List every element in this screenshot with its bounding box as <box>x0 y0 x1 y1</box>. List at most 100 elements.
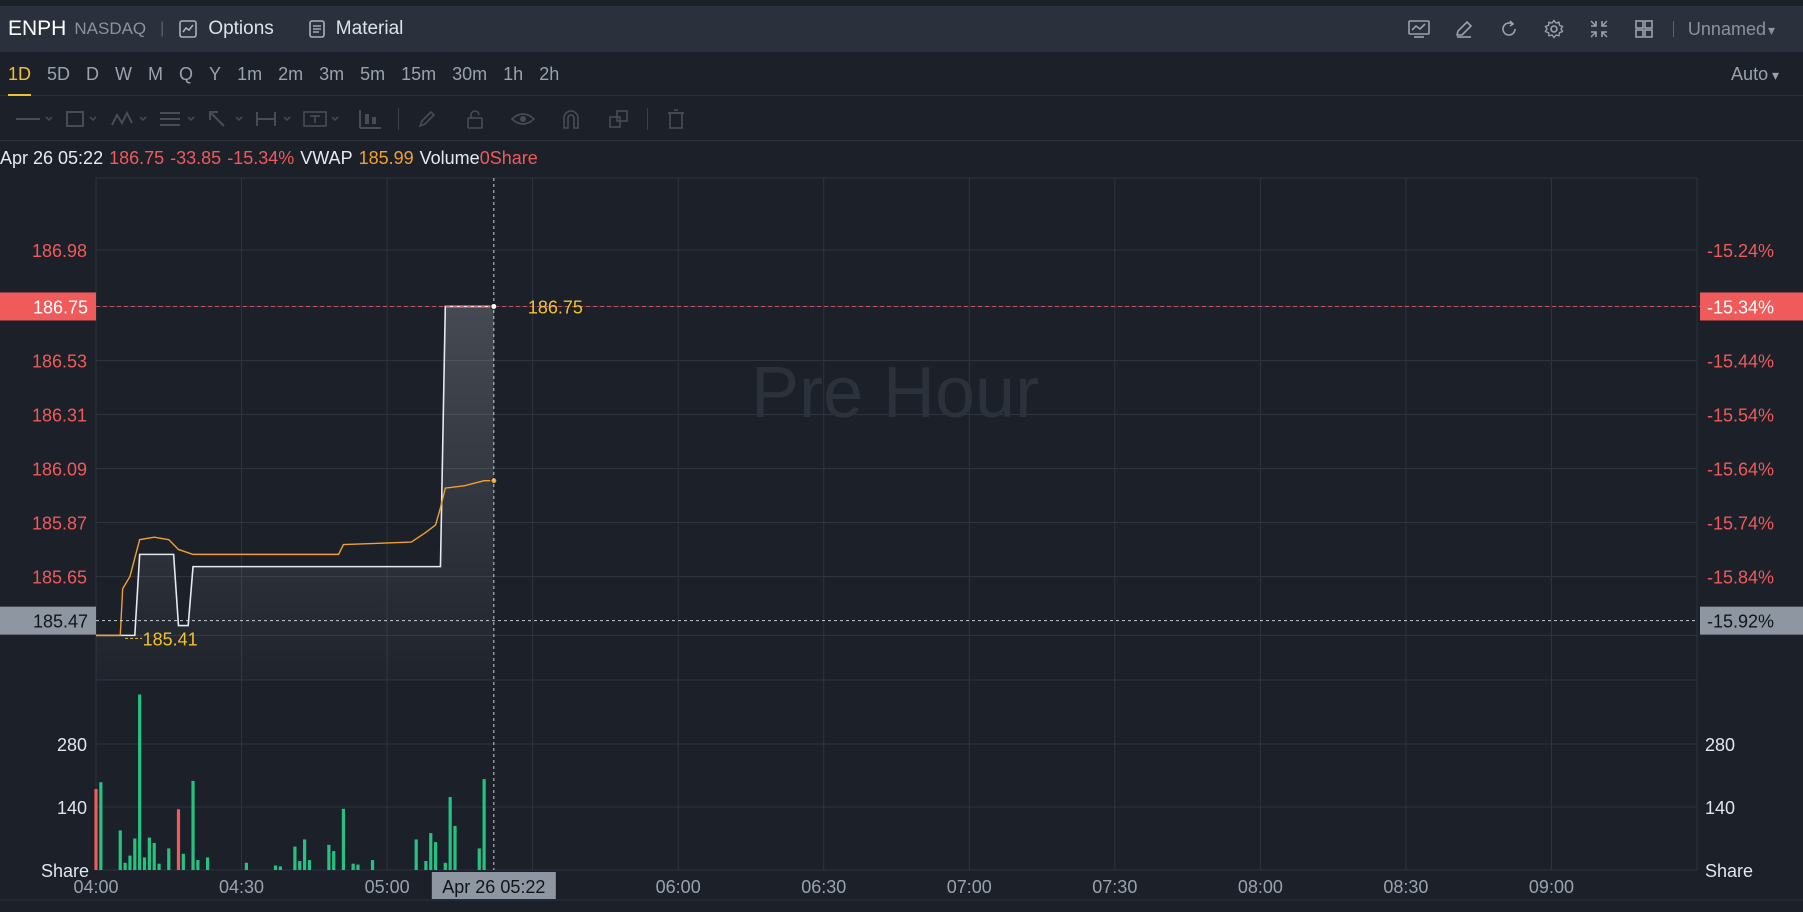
header-divider: | <box>160 20 165 37</box>
volume-bar <box>303 839 307 870</box>
draw-button[interactable] <box>1442 6 1487 52</box>
pattern-tool-button[interactable] <box>106 97 154 141</box>
refresh-icon <box>1502 20 1517 36</box>
top-right-tools: Unnamed <box>1397 6 1803 52</box>
volume-bar <box>191 780 195 870</box>
time-tick-label: 07:00 <box>947 877 992 897</box>
text-tool-button[interactable] <box>298 97 346 141</box>
last-price-badge <box>0 292 96 321</box>
volume-bar <box>482 779 486 870</box>
price-tick-label: 185.87 <box>32 513 87 533</box>
grid-layout-button[interactable] <box>1622 6 1667 52</box>
volume-bar <box>167 848 171 870</box>
scale-mode-dropdown[interactable]: Auto <box>1731 52 1779 96</box>
chart-indicator-icon <box>1408 20 1431 38</box>
arrow-tool-button[interactable] <box>202 97 250 141</box>
document-icon <box>308 20 325 38</box>
volume-bar <box>293 846 297 870</box>
period-tab-q[interactable]: Q <box>179 63 194 84</box>
period-tab-d[interactable]: D <box>86 63 100 84</box>
period-tab-m[interactable]: M <box>148 63 164 84</box>
period-tab-5m[interactable]: 5m <box>360 63 386 84</box>
plot-frame <box>95 177 1698 871</box>
period-tab-2h[interactable]: 2h <box>539 63 560 84</box>
line-icon <box>16 115 53 121</box>
fibonacci-tool-button[interactable] <box>154 97 202 141</box>
period-tab-2m[interactable]: 2m <box>278 63 304 84</box>
volume-bar <box>332 851 336 870</box>
period-tab-1m[interactable]: 1m <box>237 63 263 84</box>
toolbar-divider <box>1672 21 1674 37</box>
top-toolbar: ENPH NASDAQ | Options Material <box>0 6 1803 52</box>
layout-name-dropdown[interactable]: Unnamed <box>1688 19 1775 40</box>
settings-button[interactable] <box>1532 6 1577 52</box>
refresh-button[interactable] <box>1487 6 1532 52</box>
indicators-button[interactable] <box>1397 6 1442 52</box>
volume-bar <box>99 782 103 870</box>
crosshair-pct-badge <box>1700 606 1803 635</box>
toolbar-divider <box>398 107 399 130</box>
crosshair-info-line: Apr 26 05:22 186.75 -33.85 -15.34% VWAP 185.9… <box>0 148 544 170</box>
delete-drawings-button[interactable] <box>652 97 700 141</box>
lock-tool-button[interactable] <box>451 97 499 141</box>
toolbar-divider <box>647 107 648 130</box>
wave-pattern-icon <box>111 110 147 125</box>
options-label: Options <box>208 18 274 39</box>
range-icon <box>256 111 291 126</box>
exchange-label: NASDAQ <box>74 19 147 38</box>
volume-bar <box>341 808 346 870</box>
material-button[interactable]: Material <box>308 18 403 40</box>
volume-bar <box>94 789 98 870</box>
period-tab-1d[interactable]: 1D <box>8 52 32 96</box>
range-tool-button[interactable] <box>250 97 298 141</box>
time-tick-label: 08:30 <box>1383 877 1428 897</box>
period-tab-1h[interactable]: 1h <box>503 63 524 84</box>
volume-bar <box>176 809 181 870</box>
line-tool-button[interactable] <box>10 97 58 141</box>
visibility-tool-button[interactable] <box>499 97 547 141</box>
crosshair-overlay: 186.75 185.41 186.75 -15.34% 185.47 -15.92% Ap… <box>0 178 1803 899</box>
collapse-icon <box>1590 20 1608 38</box>
time-tick-label: 06:00 <box>656 877 701 897</box>
measure-tool-button[interactable] <box>346 97 394 141</box>
info-datetime: Apr 26 05:22 <box>0 148 104 168</box>
period-tab-15m[interactable]: 15m <box>401 63 437 84</box>
brush-tool-button[interactable] <box>403 97 451 141</box>
period-tab-3m[interactable]: 3m <box>319 63 345 84</box>
time-tick-label: 06:30 <box>801 877 846 897</box>
volume-bar <box>443 862 447 870</box>
rectangle-tool-button[interactable] <box>58 97 106 141</box>
ticker-symbol[interactable]: ENPH <box>8 17 67 40</box>
price-tick-label: 186.98 <box>32 241 87 261</box>
pct-tick-label: -15.54% <box>1707 405 1774 425</box>
magnet-tool-button[interactable] <box>547 97 595 141</box>
gear-icon <box>1544 19 1564 39</box>
volume-bar <box>118 830 122 870</box>
volume-bar <box>157 863 161 870</box>
options-button[interactable]: Options <box>178 18 274 40</box>
volume-tick-label: 140 <box>57 798 87 818</box>
volume-bar <box>327 844 331 870</box>
info-change: -33.85 <box>170 148 222 168</box>
last-pct-badge-text: -15.34% <box>1707 297 1774 317</box>
collapse-button[interactable] <box>1577 6 1622 52</box>
volume-bar <box>307 860 312 870</box>
volume-tick-label-right: 140 <box>1705 798 1735 818</box>
period-tab-5d[interactable]: 5D <box>47 63 71 84</box>
period-tab-y[interactable]: Y <box>209 63 222 84</box>
time-tick-label: 08:00 <box>1238 877 1283 897</box>
crosshair-time-badge <box>431 872 556 899</box>
period-tab-30m[interactable]: 30m <box>452 63 488 84</box>
volume-bar <box>477 848 481 870</box>
clone-tool-button[interactable] <box>595 97 643 141</box>
volume-bar <box>448 797 452 870</box>
pct-tick-label: -15.64% <box>1707 459 1774 479</box>
price-tick-label: 186.31 <box>32 405 87 425</box>
options-icon <box>179 20 198 38</box>
period-tab-w[interactable]: W <box>115 63 133 84</box>
last-pct-badge <box>1700 292 1803 321</box>
info-volume-label: Volume <box>419 148 480 168</box>
volume-bar <box>133 838 137 870</box>
price-tick-label: 185.65 <box>32 567 87 587</box>
